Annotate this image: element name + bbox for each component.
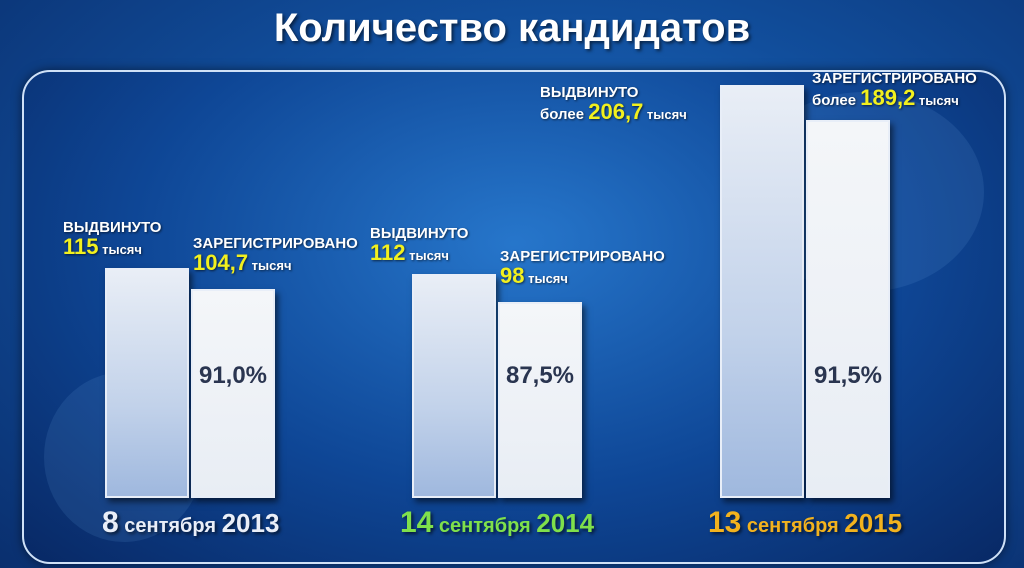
date-month: сентября <box>433 515 537 537</box>
nominated-value: 115 <box>63 234 99 259</box>
nominated-title: ВЫДВИНУТО <box>540 83 639 101</box>
registered-unit: тысяч <box>524 271 568 286</box>
date-month: сентября <box>118 515 222 537</box>
nominated-unit: тысяч <box>643 106 687 122</box>
date-day: 8 <box>102 506 119 539</box>
nominated-value: 206,7 <box>588 98 644 124</box>
registered-label: ЗАРЕГИСТРИРОВАНО 98 тысяч <box>500 247 665 288</box>
date-day: 13 <box>708 506 742 539</box>
date-month: сентября <box>741 515 845 537</box>
nominated-label: ВЫДВИНУТО 115 тысяч <box>63 218 161 259</box>
date-day: 14 <box>400 506 434 539</box>
registered-label: ЗАРЕГИСТРИРОВАНО 104,7 тысяч <box>193 234 358 275</box>
nominated-value-line: 115 тысяч <box>63 234 161 259</box>
percent-label: 91,5% <box>813 362 883 389</box>
nominated-prefix: более <box>540 105 589 123</box>
date-year: 2015 <box>844 508 903 538</box>
nominated-label: ВЫДВИНУТО 112 тысяч <box>370 224 468 265</box>
registered-unit: тысяч <box>248 257 292 273</box>
bar-nominated <box>105 268 189 498</box>
registered-value-line: более 189,2 тысяч <box>812 84 977 110</box>
nominated-value-line: 112 тысяч <box>370 240 468 265</box>
nominated-label: ВЫДВИНУТО более 206,7 тысяч <box>540 83 687 124</box>
bar-registered <box>806 119 890 498</box>
percent-label: 91,0% <box>198 362 268 389</box>
nominated-unit: тысяч <box>405 248 449 263</box>
date-label: 13 сентября 2015 <box>708 506 902 540</box>
registered-value: 104,7 <box>193 249 249 275</box>
registered-title: ЗАРЕГИСТРИРОВАНО <box>193 234 358 252</box>
registered-prefix: более <box>812 91 861 109</box>
registered-label: ЗАРЕГИСТРИРОВАНО более 189,2 тысяч <box>812 69 977 110</box>
registered-value: 189,2 <box>860 84 916 110</box>
registered-value-line: 98 тысяч <box>500 263 665 288</box>
bar-registered <box>498 302 582 498</box>
nominated-value: 112 <box>370 240 406 265</box>
nominated-title: ВЫДВИНУТО <box>63 219 162 236</box>
registered-title: ЗАРЕГИСТРИРОВАНО <box>812 69 977 87</box>
date-year: 2013 <box>221 508 280 538</box>
percent-label: 87,5% <box>505 362 575 389</box>
nominated-unit: тысяч <box>98 242 142 257</box>
registered-unit: тысяч <box>915 92 959 108</box>
bar-registered <box>191 288 275 498</box>
registered-value-line: 104,7 тысяч <box>193 249 358 275</box>
chart-title: Количество кандидатов <box>273 6 751 50</box>
bar-nominated <box>412 274 496 498</box>
nominated-value-line: более 206,7 тысяч <box>540 98 687 124</box>
bar-nominated <box>720 84 804 498</box>
date-label: 14 сентября 2014 <box>400 506 594 540</box>
date-label: 8 сентября 2013 <box>102 506 279 540</box>
date-year: 2014 <box>536 508 595 538</box>
nominated-title: ВЫДВИНУТО <box>370 225 469 242</box>
registered-title: ЗАРЕГИСТРИРОВАНО <box>500 248 665 265</box>
registered-value: 98 <box>500 263 525 288</box>
